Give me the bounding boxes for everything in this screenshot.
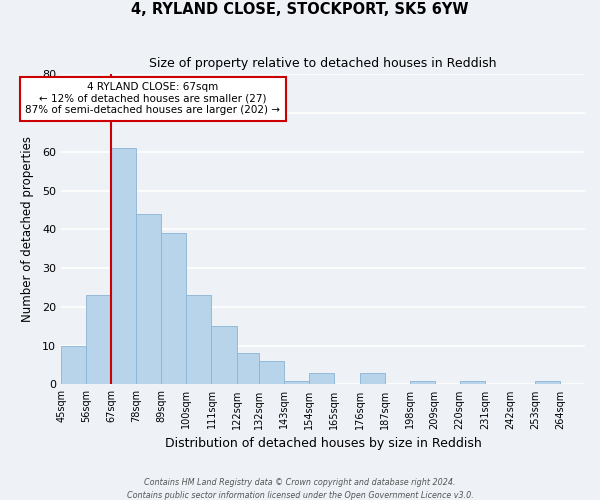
Bar (161, 234, 187, 384)
Y-axis label: Number of detached properties: Number of detached properties (21, 136, 34, 322)
Bar (211, 326, 236, 384)
Bar (111, 148, 136, 384)
Bar (259, 361, 284, 384)
X-axis label: Distribution of detached houses by size in Reddish: Distribution of detached houses by size … (164, 437, 481, 450)
Bar (359, 373, 385, 384)
Text: 4 RYLAND CLOSE: 67sqm
← 12% of detached houses are smaller (27)
87% of semi-deta: 4 RYLAND CLOSE: 67sqm ← 12% of detached … (25, 82, 280, 116)
Bar (460, 380, 485, 384)
Bar (187, 296, 211, 384)
Bar (61, 346, 86, 385)
Bar (410, 380, 434, 384)
Bar (284, 380, 310, 384)
Bar (136, 214, 161, 384)
Text: 4, RYLAND CLOSE, STOCKPORT, SK5 6YW: 4, RYLAND CLOSE, STOCKPORT, SK5 6YW (131, 2, 469, 18)
Bar (86, 296, 111, 384)
Bar (236, 354, 259, 384)
Text: Contains HM Land Registry data © Crown copyright and database right 2024.
Contai: Contains HM Land Registry data © Crown c… (127, 478, 473, 500)
Bar (310, 373, 334, 384)
Title: Size of property relative to detached houses in Reddish: Size of property relative to detached ho… (149, 58, 497, 70)
Bar (535, 380, 560, 384)
